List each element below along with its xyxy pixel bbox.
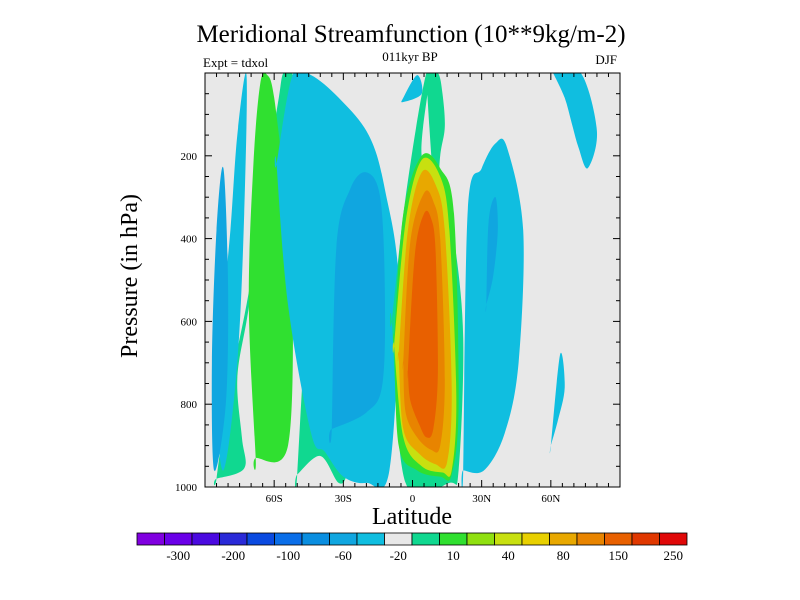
contour-region xyxy=(549,352,565,454)
x-tick-label: 0 xyxy=(410,493,416,505)
colorbar-swatch xyxy=(219,532,248,546)
y-tick-label: 400 xyxy=(181,234,198,246)
x-tick-label: 60N xyxy=(541,493,560,505)
colorbar-swatch xyxy=(494,532,523,546)
contour-region xyxy=(211,166,229,472)
colorbar-label: 150 xyxy=(609,548,629,563)
colorbar-swatch xyxy=(356,532,385,546)
colorbar-swatch xyxy=(246,532,275,546)
colorbar-swatch xyxy=(466,532,495,546)
colorbar-label: 10 xyxy=(447,548,460,563)
colorbar-label: 250 xyxy=(664,548,684,563)
contour-region xyxy=(401,75,423,103)
colorbar-swatch xyxy=(384,532,413,546)
colorbar-swatch xyxy=(521,532,550,546)
chart-subtitle-left: Expt = tdxol xyxy=(203,55,268,70)
x-tick-label: 60S xyxy=(266,493,283,505)
chart-title: Meridional Streamfunction (10**9kg/m-2) xyxy=(196,21,625,48)
colorbar-label: -100 xyxy=(276,548,300,563)
contour-region xyxy=(329,172,386,444)
colorbar-swatch xyxy=(631,532,660,546)
colorbar-swatch xyxy=(659,532,688,546)
plot-area: 60S 30S 0 30N 60N 200 400 600 800 1000 xyxy=(175,72,621,505)
colorbar-swatch xyxy=(604,532,633,546)
contour-region xyxy=(461,138,524,487)
y-axis: 200 400 600 800 1000 xyxy=(175,93,620,494)
colorbar-swatch xyxy=(164,532,193,546)
colorbar: -300 -200 -100 -60 -20 10 40 80 150 250 xyxy=(136,532,688,563)
colorbar-swatch xyxy=(274,532,303,546)
x-tick-label: 30S xyxy=(335,493,352,505)
y-tick-label: 1000 xyxy=(175,482,198,494)
contour-region xyxy=(407,210,438,438)
colorbar-label: -300 xyxy=(166,548,190,563)
chart-subtitle-center: 011kyr BP xyxy=(382,49,438,64)
contour-region xyxy=(553,73,597,169)
colorbar-label: -60 xyxy=(335,548,352,563)
colorbar-swatch xyxy=(439,532,468,546)
y-axis-label: Pressure (in hPa) xyxy=(117,194,143,358)
colorbar-label: -200 xyxy=(221,548,245,563)
x-tick-label: 30N xyxy=(472,493,491,505)
colorbar-swatch xyxy=(329,532,358,546)
y-tick-label: 600 xyxy=(181,316,198,328)
contour-regions xyxy=(211,73,597,487)
contour-region xyxy=(485,197,498,313)
colorbar-label: -20 xyxy=(390,548,407,563)
y-tick-label: 800 xyxy=(181,399,198,411)
y-tick-label: 200 xyxy=(181,151,198,163)
colorbar-swatch xyxy=(191,532,220,546)
colorbar-swatch xyxy=(411,532,440,546)
colorbar-swatch xyxy=(136,532,165,546)
colorbar-label: 80 xyxy=(557,548,570,563)
colorbar-swatch xyxy=(301,532,330,546)
chart-subtitle-right: DJF xyxy=(595,52,617,67)
x-axis-label: Latitude xyxy=(372,504,452,530)
colorbar-label: 40 xyxy=(502,548,515,563)
colorbar-swatch xyxy=(549,532,578,546)
x-axis: 60S 30S 0 30N 60N xyxy=(216,73,609,505)
colorbar-swatch xyxy=(576,532,605,546)
